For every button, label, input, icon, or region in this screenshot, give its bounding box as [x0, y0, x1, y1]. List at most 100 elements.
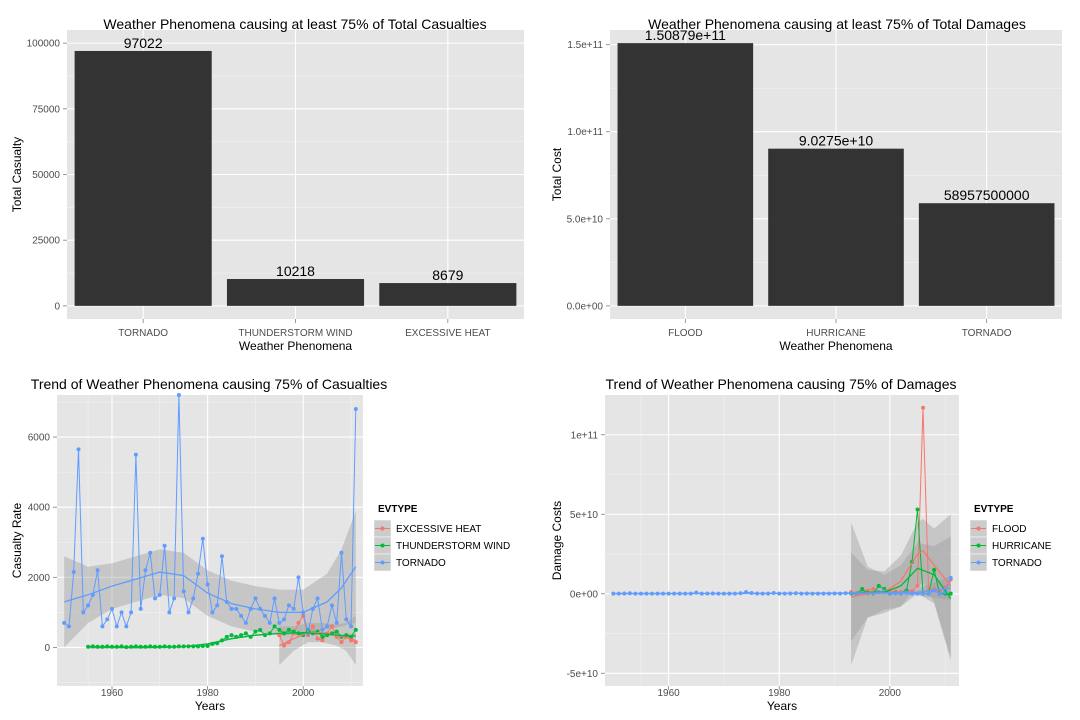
data-point-tornado [95, 568, 100, 573]
data-point-tornado [210, 610, 215, 615]
data-point-excessive-heat [282, 643, 287, 648]
data-point-tornado [148, 550, 153, 555]
y-tick-label: 2000 [28, 573, 51, 584]
legend-label: TORNADO [396, 558, 446, 569]
data-point-tornado [286, 603, 291, 608]
casualties-trend-chart: 1960 1980 2000 0 2000 4000 6000 EVTYPE EXCESSIVE… [10, 376, 510, 713]
legend-key-point [380, 543, 385, 548]
y-tick-label: 100000 [27, 39, 61, 50]
trend-line-hurricane [851, 567, 952, 599]
plot-panel [605, 395, 959, 686]
data-point-flood [915, 583, 920, 588]
x-tick-label: 1960 [101, 688, 124, 699]
data-point-tornado [143, 568, 148, 573]
bar-tornado [918, 203, 1055, 306]
plot-panel [57, 395, 363, 686]
x-tick-label: EXCESSIVE HEAT [405, 328, 490, 339]
bar-tornado [74, 50, 212, 306]
data-point-excessive-heat [353, 640, 358, 645]
data-point-thunderstorm-wind [258, 627, 263, 632]
confidence-ribbon-tornado [64, 510, 356, 648]
x-tick-label: 1960 [657, 688, 680, 699]
y-tick-label: 4000 [28, 503, 51, 514]
y-tick-label: 1.5e+11 [567, 40, 603, 51]
data-point-thunderstorm-wind [334, 629, 339, 634]
y-axis-title: Damage Costs [550, 501, 564, 580]
data-point-flood [921, 405, 926, 410]
x-axis-title: Years [767, 699, 797, 713]
trend-line-tornado [64, 566, 357, 614]
data-point-tornado [926, 591, 931, 596]
data-point-tornado [353, 407, 358, 412]
x-tick-label: 1980 [196, 688, 219, 699]
data-point-excessive-heat [320, 638, 325, 643]
data-point-tornado [119, 610, 124, 615]
data-point-tornado [282, 617, 287, 622]
data-point-hurricane [860, 587, 865, 591]
data-point-tornado [100, 624, 105, 629]
data-point-tornado [215, 603, 220, 608]
data-point-tornado [162, 543, 167, 548]
data-point-thunderstorm-wind [224, 634, 229, 639]
x-tick-label: 1980 [768, 688, 791, 699]
x-tick-label: THUNDERSTORM WIND [238, 328, 352, 339]
legend-label: FLOOD [992, 524, 1026, 535]
x-tick-label: 2000 [292, 688, 315, 699]
chart-title: Weather Phenomena causing at least 75% o… [648, 16, 1026, 32]
data-point-tornado [937, 591, 942, 596]
y-tick-label: 0 [54, 301, 60, 312]
y-tick-label: 5e+10 [570, 510, 599, 521]
x-axis-title: Weather Phenomena [239, 339, 353, 353]
data-point-thunderstorm-wind [239, 633, 244, 638]
data-point-tornado [109, 606, 114, 611]
y-tick-label: 0.0e+00 [567, 301, 604, 312]
data-point-tornado [291, 606, 296, 611]
legend-key-point [380, 526, 385, 531]
data-point-tornado [296, 575, 301, 580]
data-point-tornado [344, 617, 349, 622]
data-point-thunderstorm-wind [353, 627, 358, 632]
data-point-thunderstorm-wind [272, 624, 277, 629]
y-tick-label: 5.0e+10 [567, 214, 604, 225]
bar-excessive-heat [379, 283, 517, 306]
y-tick-label: 25000 [32, 236, 60, 247]
y-axis-title: Total Cost [550, 147, 564, 201]
x-axis-title: Years [195, 699, 225, 713]
data-point-tornado [325, 624, 330, 629]
data-point-thunderstorm-wind [205, 644, 210, 649]
data-point-tornado [124, 624, 129, 629]
legend-key-point [976, 526, 981, 531]
data-point-hurricane [876, 583, 881, 588]
bar-value-label: 9.0275e+10 [799, 133, 874, 149]
data-point-tornado [157, 592, 162, 597]
trend-line-tornado [613, 587, 951, 595]
data-point-tornado [349, 624, 354, 629]
data-point-thunderstorm-wind [114, 644, 119, 649]
y-tick-label: 1e+11 [571, 430, 599, 441]
y-axis-title: Casualty Rate [10, 502, 24, 578]
data-point-tornado [129, 610, 134, 615]
legend-label: THUNDERSTORM WIND [396, 541, 510, 552]
data-point-thunderstorm-wind [253, 629, 258, 634]
data-point-tornado [329, 603, 334, 608]
data-point-tornado [86, 603, 91, 608]
data-point-excessive-heat [296, 620, 301, 625]
data-point-tornado [200, 536, 205, 541]
data-point-thunderstorm-wind [243, 631, 248, 636]
data-point-tornado [239, 613, 244, 618]
data-point-tornado [339, 550, 344, 555]
trend-line-excessive-heat [279, 632, 356, 647]
bar-value-label: 10218 [276, 263, 315, 279]
data-point-tornado [181, 589, 186, 594]
y-tick-label: 50000 [32, 170, 60, 181]
data-point-tornado [196, 571, 201, 576]
data-point-tornado [205, 582, 210, 587]
y-tick-label: 0e+00 [570, 589, 599, 600]
data-point-tornado [315, 596, 320, 601]
data-point-tornado [81, 610, 86, 615]
legend-key-point [976, 543, 981, 548]
data-point-tornado [234, 606, 239, 611]
x-axis-title: Weather Phenomena [779, 339, 893, 353]
chart-title: Trend of Weather Phenomena causing 75% o… [606, 376, 957, 392]
